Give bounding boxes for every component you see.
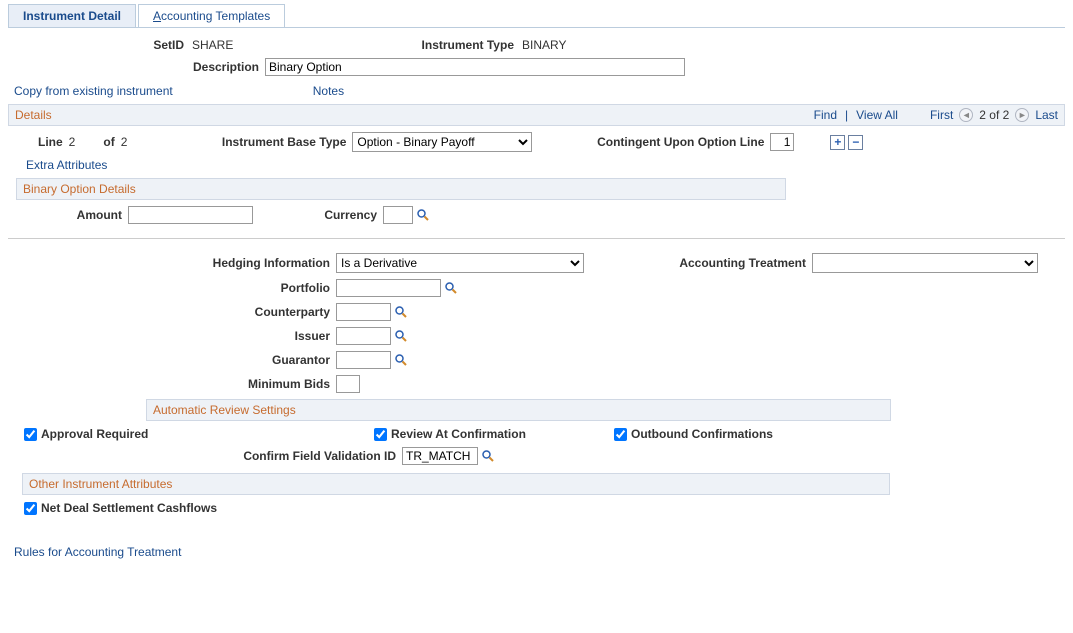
- amount-input[interactable]: [128, 206, 253, 224]
- net-deal-label: Net Deal Settlement Cashflows: [41, 501, 217, 515]
- nav-separator: |: [843, 108, 850, 122]
- line-value: 2: [69, 135, 76, 149]
- tab-strip: Instrument Detail Accounting Templates: [8, 4, 1065, 28]
- currency-label: Currency: [253, 208, 383, 222]
- binary-option-section-header: Binary Option Details: [16, 178, 786, 200]
- outbound-confirmations-label: Outbound Confirmations: [631, 427, 773, 441]
- base-type-label: Instrument Base Type: [127, 135, 352, 149]
- of-value: 2: [121, 135, 128, 149]
- portfolio-label: Portfolio: [8, 281, 336, 295]
- tab-accounting-templates[interactable]: Accounting Templates: [138, 4, 285, 27]
- instrument-type-label: Instrument Type: [410, 38, 520, 52]
- instrument-type-value: BINARY: [520, 38, 566, 52]
- confirm-field-input[interactable]: [402, 447, 478, 465]
- details-title: Details: [15, 108, 52, 122]
- extra-attributes-link[interactable]: Extra Attributes: [26, 158, 107, 172]
- issuer-lookup-icon[interactable]: [394, 329, 408, 343]
- currency-input[interactable]: [383, 206, 413, 224]
- guarantor-label: Guarantor: [8, 353, 336, 367]
- issuer-input[interactable]: [336, 327, 391, 345]
- approval-required-label: Approval Required: [41, 427, 148, 441]
- setid-value: SHARE: [190, 38, 410, 52]
- nav-counter: 2 of 2: [979, 108, 1009, 122]
- approval-required-checkbox[interactable]: [24, 428, 37, 441]
- confirm-field-lookup-icon[interactable]: [481, 449, 495, 463]
- details-section-header: Details Find | View All First ◄ 2 of 2 ►…: [8, 104, 1065, 126]
- guarantor-input[interactable]: [336, 351, 391, 369]
- acct-treatment-label: Accounting Treatment: [584, 256, 812, 270]
- of-label: of: [103, 135, 114, 149]
- remove-row-icon[interactable]: −: [848, 135, 863, 150]
- binary-option-title: Binary Option Details: [23, 182, 136, 196]
- add-row-icon[interactable]: +: [830, 135, 845, 150]
- counterparty-label: Counterparty: [8, 305, 336, 319]
- hedging-select[interactable]: Is a Derivative: [336, 253, 584, 273]
- hedging-label: Hedging Information: [8, 256, 336, 270]
- counterparty-lookup-icon[interactable]: [394, 305, 408, 319]
- auto-review-section-header: Automatic Review Settings: [146, 399, 891, 421]
- amount-label: Amount: [8, 208, 128, 222]
- portfolio-lookup-icon[interactable]: [444, 281, 458, 295]
- view-all-link[interactable]: View All: [856, 108, 898, 122]
- currency-lookup-icon[interactable]: [416, 208, 430, 222]
- notes-link[interactable]: Notes: [313, 84, 344, 98]
- rules-link[interactable]: Rules for Accounting Treatment: [14, 545, 181, 559]
- acct-treatment-select[interactable]: [812, 253, 1038, 273]
- counterparty-input[interactable]: [336, 303, 391, 321]
- review-at-confirmation-label: Review At Confirmation: [391, 427, 526, 441]
- auto-review-title: Automatic Review Settings: [153, 403, 296, 417]
- min-bids-label: Minimum Bids: [8, 377, 336, 391]
- outbound-confirmations-checkbox[interactable]: [614, 428, 627, 441]
- confirm-field-label: Confirm Field Validation ID: [8, 449, 402, 463]
- find-link[interactable]: Find: [814, 108, 837, 122]
- min-bids-input[interactable]: [336, 375, 360, 393]
- base-type-select[interactable]: Option - Binary Payoff: [352, 132, 532, 152]
- last-link[interactable]: Last: [1035, 108, 1058, 122]
- tab-instrument-detail[interactable]: Instrument Detail: [8, 4, 136, 27]
- review-at-confirmation-checkbox[interactable]: [374, 428, 387, 441]
- copy-from-link[interactable]: Copy from existing instrument: [14, 84, 173, 98]
- setid-label: SetID: [8, 38, 190, 52]
- prev-arrow-icon[interactable]: ◄: [959, 108, 973, 122]
- description-label: Description: [8, 60, 265, 74]
- first-link[interactable]: First: [930, 108, 953, 122]
- portfolio-input[interactable]: [336, 279, 441, 297]
- next-arrow-icon[interactable]: ►: [1015, 108, 1029, 122]
- contingent-input[interactable]: [770, 133, 794, 151]
- net-deal-checkbox[interactable]: [24, 502, 37, 515]
- contingent-label: Contingent Upon Option Line: [532, 135, 770, 149]
- issuer-label: Issuer: [8, 329, 336, 343]
- tab-accounting-templates-rest: ccounting Templates: [161, 9, 270, 23]
- guarantor-lookup-icon[interactable]: [394, 353, 408, 367]
- tab-accounting-templates-hotkey: A: [153, 9, 161, 23]
- line-label: Line: [38, 135, 63, 149]
- description-input[interactable]: [265, 58, 685, 76]
- other-attrs-title: Other Instrument Attributes: [29, 477, 172, 491]
- other-attrs-section-header: Other Instrument Attributes: [22, 473, 890, 495]
